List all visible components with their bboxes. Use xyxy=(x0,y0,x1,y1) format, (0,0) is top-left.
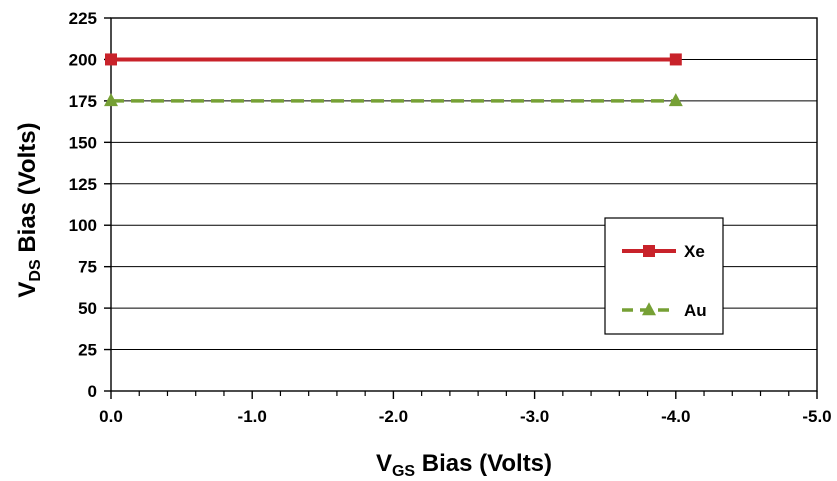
plot-frame xyxy=(110,17,818,392)
x-tick-label-5: -5.0 xyxy=(802,407,831,426)
x-tick-label-2: -2.0 xyxy=(379,407,408,426)
legend: Xe Au xyxy=(604,217,724,335)
x-tick-label-0: 0.0 xyxy=(99,407,123,426)
data-point-au-0 xyxy=(104,93,118,107)
y-tick-label-200: 200 xyxy=(69,50,97,69)
y-axis-title: VDS Bias (Volts) xyxy=(14,122,44,297)
legend-label-xe: Xe xyxy=(684,242,705,261)
y-axis-title-sub: DS xyxy=(27,259,44,282)
x-tick-label-1: -1.0 xyxy=(238,407,267,426)
legend-marker-shape-xe xyxy=(643,245,655,257)
y-tick-label-0: 0 xyxy=(88,382,97,401)
y-tick-label-225: 225 xyxy=(69,9,97,28)
data-point-xe-1 xyxy=(669,53,682,66)
legend-swatch-marker-xe xyxy=(643,245,655,257)
data-point-au-1 xyxy=(668,93,683,107)
x-axis-title-rest: Bias (Volts) xyxy=(415,450,552,477)
y-axis-title-rest: Bias (Volts) xyxy=(14,122,41,259)
y-axis-title-main: V xyxy=(14,282,41,298)
y-tick-label-75: 75 xyxy=(78,258,97,277)
legend-swatch-marker-au xyxy=(642,302,656,316)
x-tick-label-4: -4.0 xyxy=(661,407,690,426)
tick-labels: 0 25 50 75 100 125 150 175 200 225 0.0 -1.0 -2.0 -3.0… xyxy=(69,9,832,426)
y-tick-label-125: 125 xyxy=(69,175,97,194)
y-tick-label-100: 100 xyxy=(69,216,97,235)
legend-marker-shape-au xyxy=(642,302,656,316)
y-tick-label-150: 150 xyxy=(69,133,97,152)
x-axis-title-sub: GS xyxy=(392,463,415,480)
x-tick-label-3: -3.0 xyxy=(520,407,549,426)
data-point-xe-0 xyxy=(105,53,117,66)
x-axis-title: VGS Bias (Volts) xyxy=(376,450,552,480)
y-tick-label-175: 175 xyxy=(69,92,97,111)
y-tick-label-50: 50 xyxy=(78,299,97,318)
y-tick-label-25: 25 xyxy=(78,341,97,360)
legend-label-au: Au xyxy=(684,301,707,320)
series-group xyxy=(104,53,683,107)
x-axis-title-main: V xyxy=(376,450,392,477)
axes xyxy=(104,17,818,399)
legend-box xyxy=(604,217,724,335)
